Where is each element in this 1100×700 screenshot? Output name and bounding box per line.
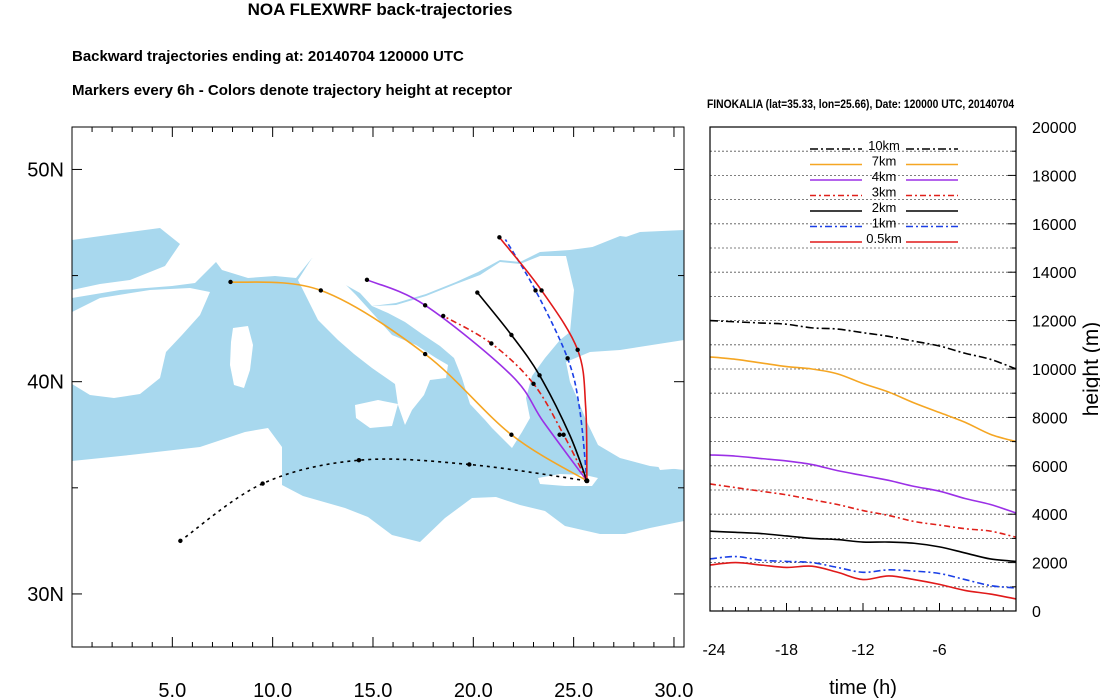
trajectory-marker [565, 356, 570, 361]
chart-title: NOA FLEXWRF back-trajectories [247, 0, 513, 19]
trajectory-marker [509, 332, 514, 338]
map-y-tick-label: 50N [27, 159, 64, 181]
trajectory-marker [422, 351, 428, 357]
land-anatolia [566, 340, 684, 470]
trajectory-marker [561, 432, 566, 437]
trajectory-marker [356, 458, 362, 463]
trajectory-marker [533, 288, 538, 293]
map-x-tick-label: 20.0 [454, 680, 493, 700]
trajectory-marker [260, 481, 265, 486]
land-italy [298, 258, 448, 425]
land-europe [72, 127, 684, 306]
chart-subtitle-end-time: Backward trajectories ending at: 2014070… [72, 48, 464, 65]
map-x-tick-label: 10.0 [253, 680, 292, 700]
trajectory-marker [497, 235, 502, 240]
trajectory-marker [509, 432, 514, 437]
trajectory-marker [228, 279, 233, 285]
trajectory-marker [539, 288, 544, 293]
land-sardinia [230, 326, 253, 388]
map-x-tick-label: 30.0 [654, 680, 693, 700]
land-north-africa [72, 428, 684, 647]
receptor-marker [584, 478, 590, 484]
sea-black-sea [584, 236, 684, 324]
trajectory-4km [366, 279, 588, 482]
land-crete [538, 474, 598, 486]
trajectory-marker [422, 303, 428, 308]
chart-subtitle-markers: Markers every 6h - Colors denote traject… [72, 82, 513, 99]
trajectory-marker [441, 313, 446, 319]
trajectory-3km [442, 315, 588, 482]
map-y-tick-label: 40N [27, 372, 64, 394]
map-y-tick-label: 30N [27, 584, 64, 606]
trajectory-marker [575, 347, 580, 353]
map-x-tick-label: 25.0 [554, 680, 593, 700]
trajectory-10km [179, 458, 587, 542]
sea-biscay [72, 228, 180, 290]
trajectory-marker [364, 277, 370, 283]
trajectory-marker [178, 538, 183, 544]
land-iberia [72, 288, 210, 398]
trajectory-marker [557, 432, 562, 437]
land-sicily [355, 400, 398, 428]
trajectory-marker [537, 373, 542, 378]
trajectory-marker [489, 341, 494, 346]
trajectory-marker [467, 462, 472, 467]
trajectory-marker [531, 381, 536, 387]
map-x-tick-label: 5.0 [158, 680, 186, 700]
map-x-tick-label: 15.0 [354, 680, 393, 700]
trajectory-marker [318, 288, 324, 293]
height-plot-title: FINOKALIA (lat=35.33, lon=25.66), Date: … [707, 97, 1015, 111]
trajectory-marker [475, 290, 480, 295]
land-cyprus [655, 456, 684, 470]
